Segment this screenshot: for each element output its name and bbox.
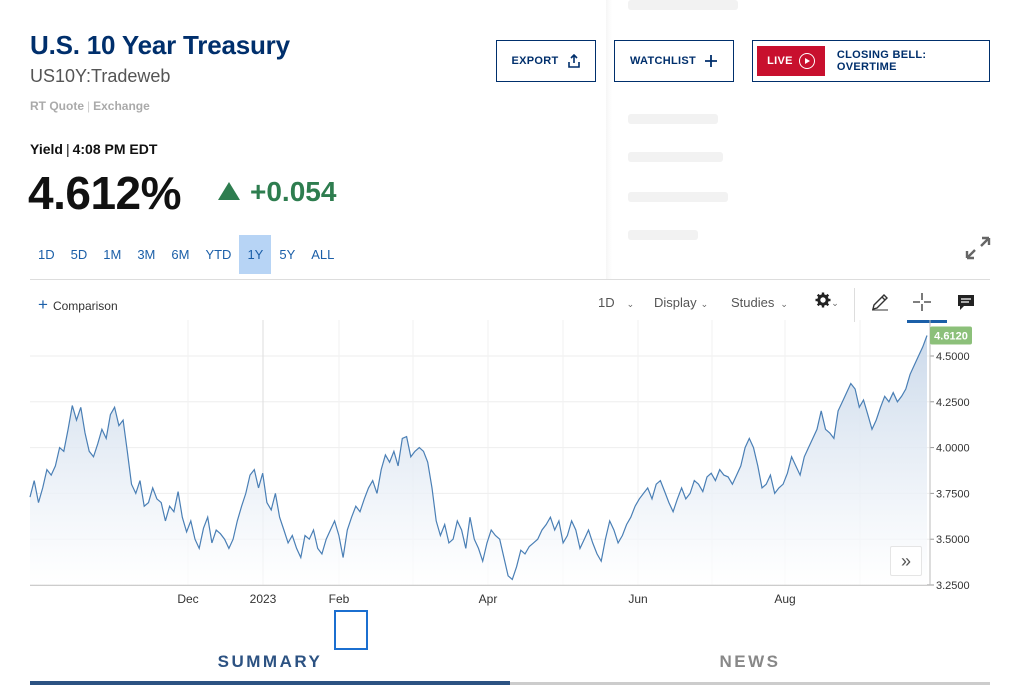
tab-underline-news [510, 682, 990, 685]
play-icon [798, 53, 815, 69]
y-tick-label: 4.5000 [936, 351, 970, 363]
display-label: Display [654, 295, 697, 310]
watchlist-button[interactable]: WATCHLIST [614, 40, 734, 82]
price-change: +0.054 [218, 176, 336, 208]
change-value: +0.054 [250, 176, 337, 207]
quote-source: RT Quote | Exchange [30, 99, 150, 113]
quote-time: 4:08 PM EDT [72, 141, 158, 157]
studies-label: Studies [731, 295, 775, 310]
settings-dropdown[interactable]: ⌄ [812, 290, 842, 314]
yield-chart[interactable]: 3.2500 3.5000 3.7500 4.0000 4.2500 4.5000 Dec 2… [0, 320, 1010, 610]
studies-dropdown[interactable]: Studies ⌄ [731, 295, 788, 310]
exchange-label: Exchange [93, 99, 150, 113]
ghost-line [628, 114, 718, 124]
export-button[interactable]: EXPORT [496, 40, 596, 82]
comparison-button[interactable]: + Comparison [38, 295, 118, 315]
live-badge: LIVE [757, 46, 825, 76]
tab-news[interactable]: NEWS [719, 652, 781, 671]
ghost-line [628, 152, 723, 162]
crosshair-icon[interactable] [910, 290, 934, 314]
last-price: 4.612% [28, 167, 182, 219]
range-ytd[interactable]: YTD [205, 247, 232, 262]
page-title: U.S. 10 Year Treasury [30, 30, 290, 60]
x-tick-label: Aug [774, 592, 795, 606]
display-dropdown[interactable]: Display ⌄ [654, 295, 708, 310]
chevron-down-icon: ⌄ [831, 298, 839, 308]
chart-range-handle[interactable] [334, 610, 368, 650]
range-1y[interactable]: 1Y [239, 235, 272, 274]
range-selector: 1D 5D 1M 3M 6M YTD 1Y 5Y ALL [30, 235, 342, 274]
series-area [30, 335, 927, 585]
pencil-icon[interactable] [868, 290, 892, 314]
y-tick-label: 3.2500 [936, 580, 970, 592]
expand-icon[interactable] [964, 235, 992, 261]
y-tick-label: 3.5000 [936, 534, 970, 546]
up-arrow-icon [218, 182, 240, 200]
range-5y[interactable]: 5Y [279, 247, 296, 262]
share-icon [567, 54, 581, 68]
chevron-down-icon: ⌄ [626, 298, 635, 309]
live-show-label: CLOSING BELL: OVERTIME [836, 49, 927, 73]
plus-icon [704, 54, 718, 68]
y-tick-label: 4.2500 [936, 397, 970, 409]
chevron-down-icon: ⌄ [780, 298, 788, 309]
interval-dropdown[interactable]: 1D ⌄ [598, 295, 634, 310]
double-chevron-right-icon[interactable]: » [890, 546, 922, 576]
comparison-label: Comparison [52, 299, 118, 313]
divider [30, 279, 990, 280]
range-all[interactable]: ALL [311, 247, 335, 262]
range-1m[interactable]: 1M [103, 247, 122, 262]
yield-time: Yield | 4:08 PM EDT [30, 141, 158, 157]
x-tick-label: 2023 [250, 592, 277, 606]
ghost-line [628, 192, 728, 202]
x-tick-label: Jun [628, 592, 647, 606]
y-tick-label: 4.0000 [936, 443, 970, 455]
export-label: EXPORT [511, 55, 559, 67]
x-tick-label: Dec [177, 592, 198, 606]
gear-icon [815, 292, 831, 313]
x-tick-label: Apr [479, 592, 498, 606]
interval-label: 1D [598, 295, 615, 310]
range-1d[interactable]: 1D [38, 247, 55, 262]
range-5d[interactable]: 5D [70, 247, 88, 262]
x-tick-label: Feb [329, 592, 350, 606]
quote-source-label: RT Quote [30, 99, 84, 113]
toolbar-separator [854, 288, 855, 322]
ghost-line [628, 0, 738, 10]
tab-underline-summary [30, 681, 510, 685]
live-stream-button[interactable]: LIVE CLOSING BELL: OVERTIME [752, 40, 990, 82]
live-label: LIVE [767, 55, 793, 67]
active-tool-indicator [907, 320, 947, 323]
last-value-label: 4.6120 [934, 330, 968, 342]
tab-summary[interactable]: SUMMARY [217, 652, 323, 671]
range-6m[interactable]: 6M [171, 247, 190, 262]
last-value-badge [930, 326, 972, 345]
yield-label: Yield [30, 141, 63, 157]
series-line [29, 335, 928, 581]
range-3m[interactable]: 3M [137, 247, 156, 262]
chevron-down-icon: ⌄ [700, 298, 709, 309]
symbol-label: US10Y:Tradeweb [30, 66, 171, 86]
ghost-line [628, 230, 698, 240]
watchlist-label: WATCHLIST [629, 55, 697, 67]
y-tick-label: 3.7500 [936, 488, 970, 500]
comment-icon[interactable] [954, 290, 978, 314]
plus-icon: + [38, 295, 48, 314]
